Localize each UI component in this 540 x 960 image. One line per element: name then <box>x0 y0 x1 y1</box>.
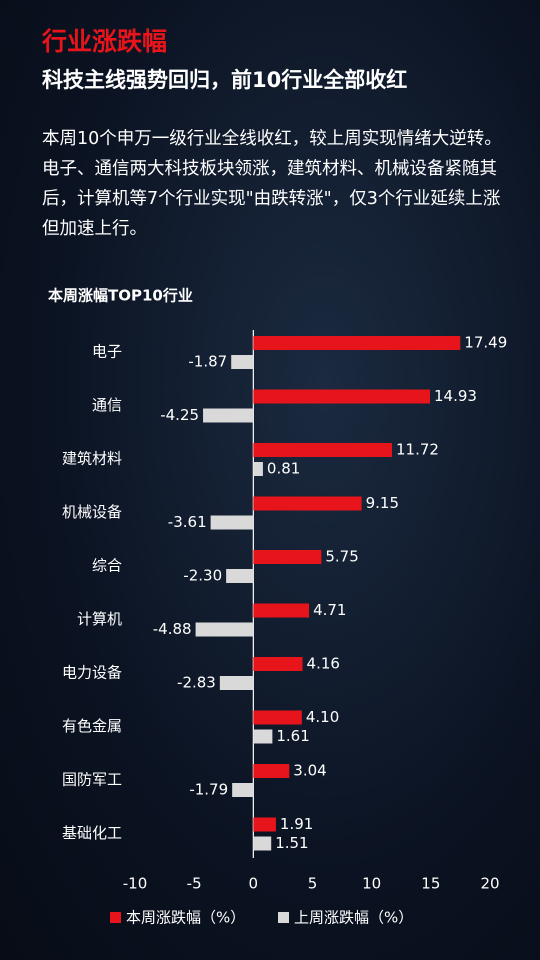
value-label: -2.83 <box>177 674 216 692</box>
x-tick-label: 10 <box>362 875 381 893</box>
bar <box>253 657 303 671</box>
bar <box>231 355 254 369</box>
value-label: 5.75 <box>325 548 358 566</box>
bar <box>253 764 290 778</box>
value-label: 14.93 <box>434 387 477 405</box>
y-tick-label: 电子 <box>92 343 122 361</box>
y-tick-label: 有色金属 <box>62 717 122 735</box>
bar <box>253 817 276 832</box>
bar <box>253 836 272 851</box>
bar <box>253 336 461 350</box>
bar <box>253 710 302 725</box>
value-label: 0.81 <box>267 460 300 478</box>
y-tick-label: 建筑材料 <box>62 450 122 468</box>
value-label: -1.79 <box>189 781 228 799</box>
bar <box>253 550 322 564</box>
y-tick-label: 国防军工 <box>62 771 122 789</box>
value-label: 17.49 <box>464 334 507 352</box>
page-title: 行业涨跌幅 <box>42 27 168 56</box>
value-label: 1.61 <box>276 727 309 745</box>
value-label: -1.87 <box>188 353 227 371</box>
value-label: -2.30 <box>183 567 222 585</box>
body-text: 本周10个申万一级行业全线收红，较上周实现情绪大逆转。电子、通信两大科技板块领涨… <box>42 129 502 239</box>
y-tick-label: 计算机 <box>77 610 122 628</box>
bar <box>219 676 254 690</box>
value-label: 1.51 <box>275 834 308 852</box>
value-label: 4.71 <box>313 601 346 619</box>
x-tick-label: -10 <box>123 875 148 893</box>
y-tick-label: 机械设备 <box>62 503 122 521</box>
value-label: 9.15 <box>366 494 399 512</box>
x-tick-label: 0 <box>249 875 259 893</box>
x-tick-label: -5 <box>187 875 202 893</box>
legend-swatch <box>278 912 289 923</box>
value-label: 4.16 <box>307 655 340 673</box>
value-label: -3.61 <box>168 513 207 531</box>
y-tick-label: 综合 <box>92 557 122 575</box>
value-label: -4.25 <box>160 406 199 424</box>
legend-swatch <box>110 912 121 923</box>
legend-label: 本周涨跌幅（%） <box>126 909 245 927</box>
bar <box>253 603 310 618</box>
bar <box>226 569 254 583</box>
page-subtitle: 科技主线强势回归，前10行业全部收红 <box>42 68 408 92</box>
chart-title: 本周涨幅TOP10行业 <box>48 287 193 305</box>
bar <box>253 729 273 744</box>
bar <box>210 515 254 530</box>
legend-label: 上周涨跌幅（%） <box>294 909 413 927</box>
value-label: 1.91 <box>280 815 313 833</box>
value-label: 11.72 <box>396 441 439 459</box>
bar <box>195 622 254 637</box>
bar <box>232 783 254 797</box>
value-label: -4.88 <box>153 620 192 638</box>
bar <box>253 496 362 511</box>
bar <box>253 443 393 457</box>
y-tick-label: 电力设备 <box>62 664 122 682</box>
x-tick-label: 15 <box>421 875 440 893</box>
x-tick-label: 20 <box>480 875 499 893</box>
y-tick-label: 基础化工 <box>62 824 122 842</box>
x-tick-label: 5 <box>308 875 318 893</box>
bar <box>253 389 431 404</box>
bar <box>253 462 263 476</box>
value-label: 4.10 <box>306 708 339 726</box>
value-label: 3.04 <box>293 762 326 780</box>
y-tick-label: 通信 <box>92 396 122 414</box>
bar <box>203 408 254 423</box>
